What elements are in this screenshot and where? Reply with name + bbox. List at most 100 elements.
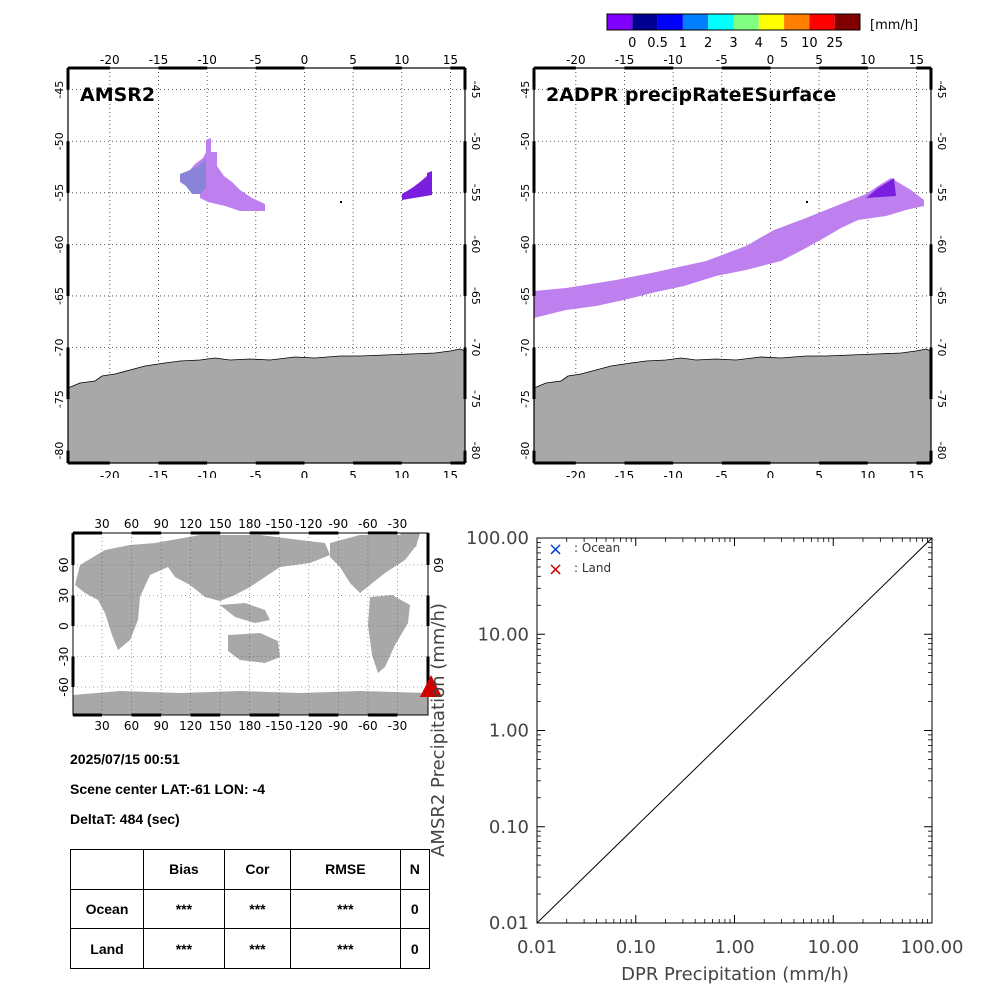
colorbar-swatch xyxy=(682,14,709,30)
lat-tick-label: -60 xyxy=(519,235,532,253)
one-to-one-line xyxy=(536,537,933,924)
colorbar-swatch xyxy=(607,14,633,30)
antarctica-land xyxy=(533,348,932,464)
lat-tick-label: -75 xyxy=(469,390,482,408)
table-row: Land *** *** *** 0 xyxy=(70,928,431,969)
colorbar-tick-label: 4 xyxy=(755,36,763,51)
globe-lat-tick: 0 xyxy=(57,622,71,630)
globe-tick-labels: 303060609090120120150150180180-150-150-1… xyxy=(57,517,445,733)
lon-tick-label: -20 xyxy=(100,53,120,67)
colorbar-tick-label: 2 xyxy=(704,36,712,51)
lon-tick-label: -10 xyxy=(197,53,217,67)
scene-center-text: Scene center LAT:-61 LON: -4 xyxy=(70,781,266,797)
lon-tick-label: 0 xyxy=(767,469,775,478)
globe-lon-tick: 60 xyxy=(124,517,139,531)
colorbar-swatch xyxy=(784,14,810,30)
table-header-empty xyxy=(70,849,144,890)
lat-tick-label: -50 xyxy=(469,132,482,150)
lon-tick-label: -20 xyxy=(100,469,120,478)
lon-tick-label: 15 xyxy=(443,53,458,67)
globe-lon-tick: 150 xyxy=(209,719,232,733)
lat-tick-label: -65 xyxy=(469,287,482,305)
table-cell: Land xyxy=(70,928,144,969)
delta-t-text: DeltaT: 484 (sec) xyxy=(70,811,180,827)
lat-tick-label: -45 xyxy=(519,81,532,99)
globe-lon-tick: 30 xyxy=(94,719,109,733)
lon-tick-label: 0 xyxy=(301,53,309,67)
lon-tick-label: -10 xyxy=(663,469,683,478)
lon-tick-label: 5 xyxy=(349,53,357,67)
lon-tick-label: 15 xyxy=(909,53,924,67)
colorbar-tick-label: 1 xyxy=(679,36,687,51)
lat-tick-label: -70 xyxy=(519,339,532,357)
lon-tick-label: 0 xyxy=(767,53,775,67)
lat-tick-label: -60 xyxy=(53,235,66,253)
lon-tick-label: 10 xyxy=(860,469,875,478)
globe-lon-tick: -150 xyxy=(266,719,293,733)
globe-lat-tick: 30 xyxy=(57,588,71,603)
x-tick-label: 10.00 xyxy=(807,937,859,958)
lat-tick-label: -50 xyxy=(519,132,532,150)
lat-tick-label: -50 xyxy=(935,132,948,150)
amsr2-map-panel: AMSR2 -20-20-15-15-10-10-5-5005510101515… xyxy=(53,53,482,478)
colorbar-swatch xyxy=(834,14,860,30)
globe-lat-tick: -30 xyxy=(57,647,71,667)
colorbar-swatches xyxy=(607,14,860,30)
lat-tick-label: -55 xyxy=(935,184,948,202)
y-tick-label: 0.01 xyxy=(489,913,529,934)
x-tick-label: 0.01 xyxy=(517,937,557,958)
global-location-map: 303060609090120120150150180180-150-150-1… xyxy=(57,517,445,733)
globe-lon-tick: 150 xyxy=(209,517,232,531)
globe-lon-tick: -30 xyxy=(388,517,408,531)
lon-tick-label: -20 xyxy=(566,53,586,67)
lon-tick-label: -5 xyxy=(716,469,728,478)
colorbar-swatch xyxy=(708,14,734,30)
colorbar-swatch xyxy=(657,14,683,30)
globe-lon-tick: -120 xyxy=(295,517,322,531)
globe-lon-tick: -60 xyxy=(358,719,378,733)
colorbar-tick-label: 0.5 xyxy=(647,36,668,51)
globe-lon-tick: 90 xyxy=(153,517,168,531)
lat-tick-label: -55 xyxy=(519,184,532,202)
colorbar-tick-label: 5 xyxy=(780,36,788,51)
lon-tick-label: 0 xyxy=(301,469,309,478)
lon-tick-label: 5 xyxy=(815,53,823,67)
lon-tick-label: -5 xyxy=(250,469,262,478)
lat-tick-label: -65 xyxy=(935,287,948,305)
legend-label: : Land xyxy=(574,561,611,575)
table-cell: 0 xyxy=(399,888,431,930)
lat-tick-label: -60 xyxy=(935,235,948,253)
x-axis-label: DPR Precipitation (mm/h) xyxy=(621,964,849,985)
table-cell: Ocean xyxy=(70,888,144,930)
dpr-panel-title: 2ADPR precipRateESurface xyxy=(546,84,836,106)
x-tick-label: 0.10 xyxy=(616,937,656,958)
globe-lon-tick: 90 xyxy=(153,719,168,733)
world-land xyxy=(73,533,428,715)
y-tick-label: 100.00 xyxy=(466,528,529,549)
antarctica-land xyxy=(67,348,466,464)
lat-tick-label: -80 xyxy=(53,442,66,460)
globe-lon-tick: -60 xyxy=(358,517,378,531)
lat-tick-label: -80 xyxy=(469,442,482,460)
legend-marker-land: × xyxy=(548,559,563,580)
amsr2-precip-field xyxy=(180,138,432,211)
globe-lon-tick: 30 xyxy=(94,517,109,531)
lon-tick-label: -15 xyxy=(149,469,169,478)
lat-tick-label: -45 xyxy=(53,81,66,99)
globe-lat-tick: -60 xyxy=(57,677,71,697)
table-header-cor: Cor xyxy=(223,849,292,890)
lat-tick-label: -60 xyxy=(469,235,482,253)
dpr-map-panel: 2ADPR precipRateESurface -20-20-15-15-10… xyxy=(519,53,948,478)
scatter-plot: 0.01 0.10 1.00 10.00 100.00 0.01 0.10 1.00 10.00… xyxy=(428,528,963,985)
table-cell: *** xyxy=(290,928,401,969)
globe-lon-tick: -90 xyxy=(329,517,349,531)
scene-location-marker xyxy=(420,675,442,697)
table-cell: 0 xyxy=(399,928,431,969)
table-header-n: N xyxy=(399,849,431,890)
lat-tick-label: -45 xyxy=(935,81,948,99)
lon-tick-label: -5 xyxy=(250,53,262,67)
lat-tick-label: -65 xyxy=(53,287,66,305)
y-axis-label: AMSR2 Precipitation (mm/h) xyxy=(428,603,449,857)
